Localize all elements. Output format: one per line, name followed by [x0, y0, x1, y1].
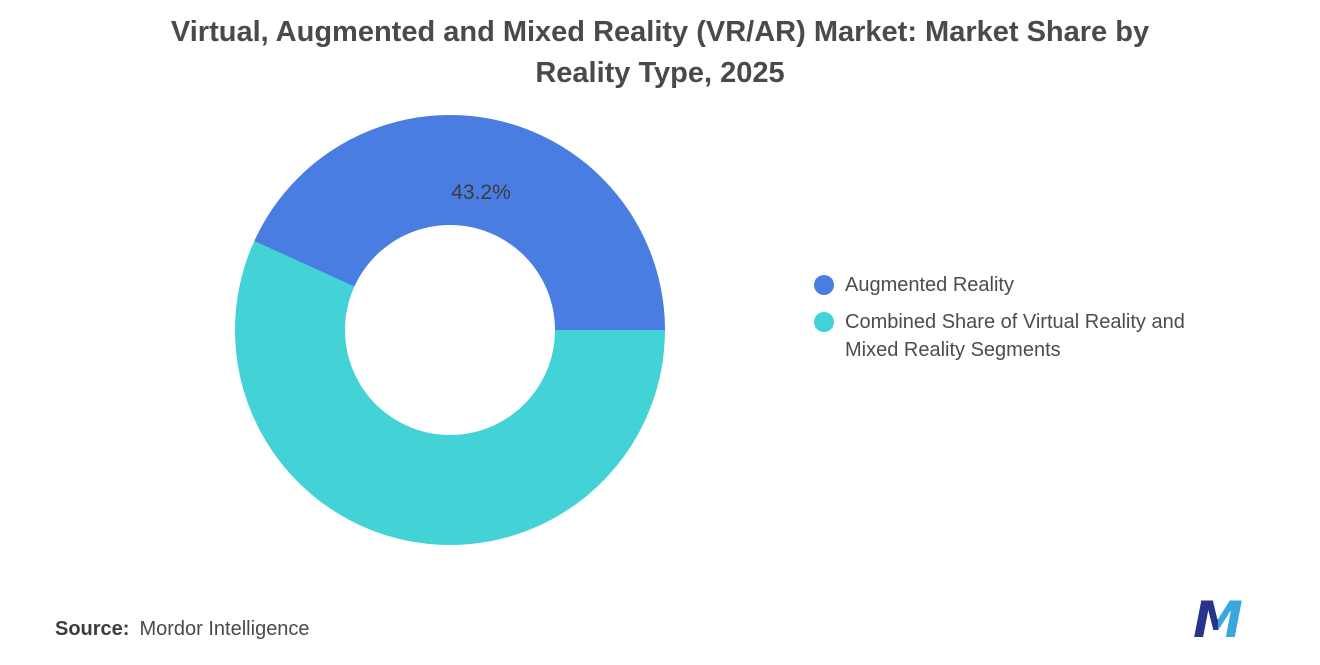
legend-item-augmented-reality: Augmented Reality: [814, 271, 1230, 299]
legend-swatch: [814, 312, 834, 332]
chart-title: Virtual, Augmented and Mixed Reality (VR…: [170, 16, 1150, 89]
legend-label: Augmented Reality: [845, 274, 1014, 296]
donut-hole: [345, 225, 555, 435]
source-label: Source:: [55, 618, 130, 640]
legend-label: Combined Share of Virtual Reality and Mi…: [845, 311, 1185, 361]
legend-swatch: [814, 275, 834, 295]
legend: Augmented Reality Combined Share of Virt…: [814, 271, 1230, 364]
donut-chart: 43.2%: [235, 115, 665, 545]
legend-item-vr-mr-combined: Combined Share of Virtual Reality and Mi…: [814, 308, 1230, 364]
mordor-logo: M: [1193, 595, 1243, 645]
slice-value-label: 43.2%: [451, 181, 511, 204]
mordor-logo-letter: M: [1193, 595, 1243, 645]
source-value: Mordor Intelligence: [139, 618, 310, 640]
source-line: Source: Mordor Intelligence: [55, 618, 310, 641]
